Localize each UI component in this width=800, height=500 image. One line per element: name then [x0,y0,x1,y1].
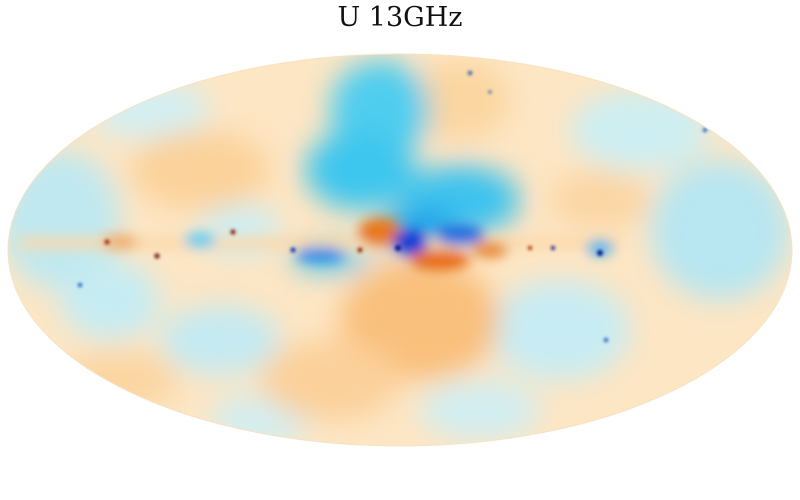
mollweide-projection [8,54,792,446]
point-sources [78,71,707,342]
map-border [7,53,793,447]
map-title: U 13GHz [337,2,462,33]
galactic-plane [20,218,620,270]
